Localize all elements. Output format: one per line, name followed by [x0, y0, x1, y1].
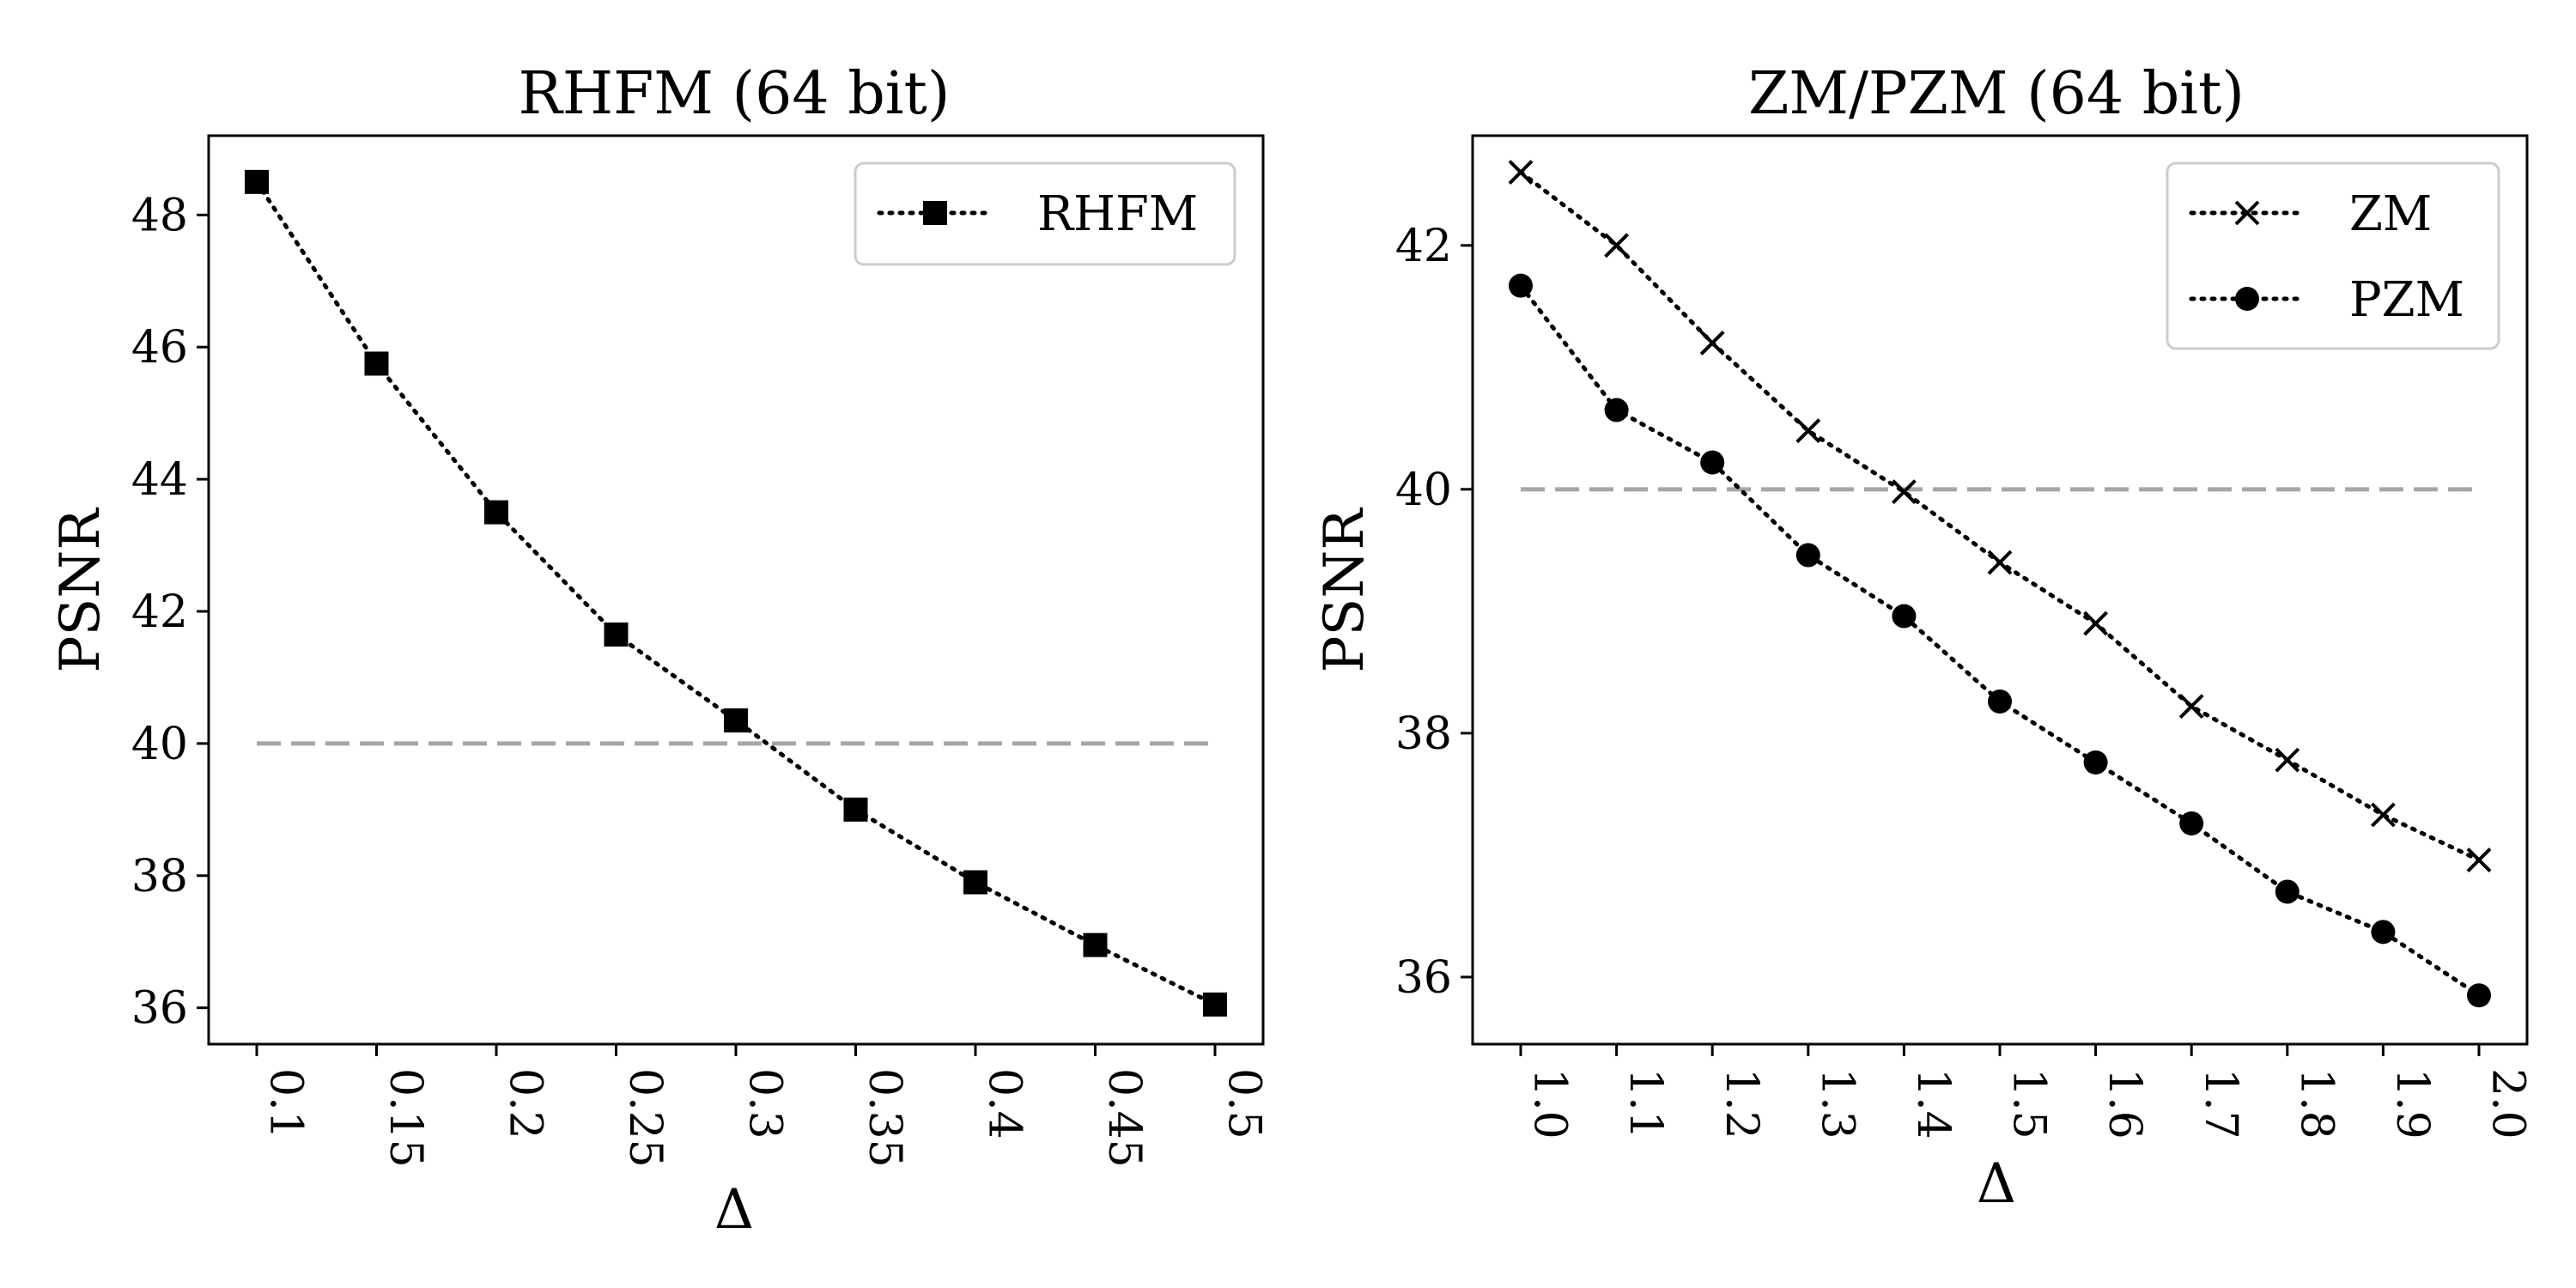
- data-point: [724, 708, 748, 732]
- data-point: [2083, 750, 2108, 775]
- y-axis-ticks: 36 38 40 42 44 46 48: [131, 190, 209, 1035]
- y-tick-label: 42: [131, 586, 188, 638]
- data-point: [1987, 550, 2013, 575]
- data-point: [2179, 811, 2204, 835]
- data-point: [1509, 273, 1533, 298]
- x-tick-label: 1.6: [2099, 1068, 2150, 1139]
- data-point: [2235, 287, 2259, 311]
- x-tick-label: 1.7: [2195, 1068, 2246, 1139]
- x-tick-label: 1.2: [1716, 1068, 1767, 1139]
- x-axis-label: Δ: [1977, 1152, 2016, 1216]
- data-series: [1508, 160, 2492, 1008]
- legend-item-pzm: PZM: [2189, 272, 2464, 328]
- data-point: [1795, 418, 1821, 444]
- data-point: [1892, 604, 1917, 629]
- data-point: [2178, 694, 2204, 720]
- x-tick-label: 0.45: [1098, 1068, 1150, 1168]
- data-point: [2234, 200, 2260, 226]
- data-point: [2083, 611, 2109, 636]
- series-line: [254, 179, 1218, 1007]
- x-tick-label: 0.5: [1218, 1068, 1270, 1139]
- data-point: [2370, 802, 2396, 828]
- series-line: [1518, 283, 2482, 998]
- series-rhfm: [245, 169, 1227, 1017]
- data-point: [1508, 160, 1534, 185]
- data-point: [1604, 398, 1629, 422]
- x-tick-label: 1.8: [2290, 1068, 2342, 1139]
- y-tick-label: 46: [131, 322, 188, 374]
- data-point: [2466, 848, 2492, 872]
- legend-box: [854, 161, 1236, 266]
- data-point: [1604, 233, 1630, 258]
- data-point: [604, 622, 629, 647]
- x-tick-label: 0.3: [739, 1068, 791, 1139]
- y-tick-label: 40: [1395, 465, 1452, 516]
- data-series: [245, 169, 1227, 1017]
- y-axis-label: PSNR: [49, 507, 112, 673]
- x-tick-label: 1.5: [2003, 1068, 2055, 1139]
- data-point: [2275, 879, 2300, 904]
- x-tick-label: 0.1: [260, 1068, 312, 1139]
- x-axis-ticks: 0.1 0.15 0.2 0.25 0.3 0.35 0.4 0.45 0.5: [255, 1044, 1270, 1168]
- y-tick-label: 40: [131, 719, 188, 770]
- data-point: [2275, 747, 2300, 773]
- x-tick-label: 1.3: [1811, 1068, 1862, 1139]
- series-zm: [1508, 160, 2492, 872]
- data-point: [843, 797, 868, 822]
- x-tick-label: 1.9: [2386, 1068, 2438, 1139]
- y-tick-label: 42: [1395, 221, 1452, 272]
- legend-item-zm: ZM: [2189, 186, 2432, 242]
- x-tick-label: 0.2: [500, 1068, 551, 1139]
- legend-label: PZM: [2349, 272, 2464, 328]
- data-point: [923, 201, 947, 225]
- x-tick-label: 1.0: [1524, 1068, 1576, 1139]
- x-tick-label: 1.4: [1907, 1068, 1959, 1139]
- x-tick-label: 1.1: [1619, 1068, 1671, 1139]
- data-point: [484, 500, 508, 525]
- y-axis-ticks: 36 38 40 42: [1395, 221, 1473, 1004]
- legend: ZM PZM: [2166, 161, 2500, 350]
- x-axis-label: Δ: [714, 1178, 754, 1242]
- data-point: [1203, 992, 1227, 1017]
- legend-item-rhfm: RHFM: [877, 186, 1198, 242]
- series-pzm: [1509, 273, 2491, 1008]
- data-point: [963, 870, 987, 895]
- y-axis-label: PSNR: [1313, 507, 1376, 673]
- x-tick-label: 2.0: [2482, 1068, 2534, 1139]
- data-point: [1988, 689, 2012, 714]
- data-point: [1699, 331, 1725, 355]
- y-tick-label: 36: [1395, 952, 1452, 1004]
- data-point: [1700, 450, 1725, 475]
- data-point: [2467, 983, 2491, 1008]
- chart-title: ZM/PZM (64 bit): [1748, 60, 2245, 128]
- data-point: [364, 351, 389, 376]
- plot-area: [207, 134, 1265, 1046]
- data-point: [1083, 933, 1108, 957]
- x-tick-label: 0.4: [979, 1068, 1030, 1139]
- legend: RHFM: [854, 161, 1236, 266]
- legend-label: RHFM: [1037, 186, 1198, 242]
- data-point: [1795, 543, 1820, 568]
- data-point: [245, 169, 269, 194]
- x-axis-ticks: 1.0 1.1 1.2 1.3 1.4 1.5 1.6 1.7 1.8 1.9 2.0: [1519, 1044, 2534, 1139]
- x-tick-label: 0.15: [380, 1068, 431, 1168]
- y-tick-label: 48: [131, 190, 188, 241]
- y-tick-label: 38: [131, 851, 188, 902]
- y-tick-label: 44: [131, 454, 188, 506]
- y-tick-label: 36: [131, 983, 188, 1035]
- y-tick-label: 38: [1395, 708, 1452, 760]
- data-point: [2371, 920, 2396, 945]
- chart-title: RHFM (64 bit): [519, 60, 951, 128]
- x-tick-label: 0.35: [859, 1068, 910, 1168]
- legend-label: ZM: [2349, 186, 2432, 242]
- x-tick-label: 0.25: [619, 1068, 671, 1168]
- data-point: [1891, 479, 1917, 505]
